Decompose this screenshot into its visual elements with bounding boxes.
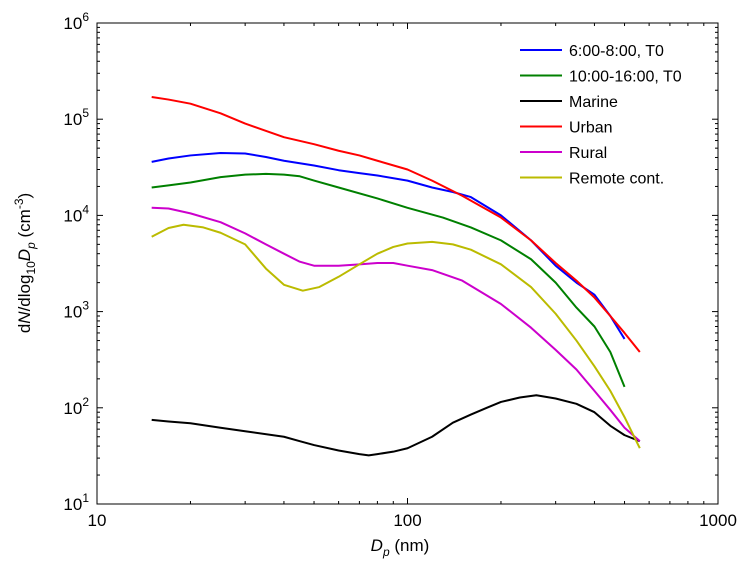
x-tick-label: 1000 [699, 511, 737, 530]
y-axis-label-log-base: 10 [24, 261, 38, 275]
x-tick-label: 10 [88, 511, 107, 530]
y-tick-label: 102 [63, 395, 89, 418]
x-axis-label: Dp (nm) [371, 536, 430, 559]
legend-label-3: Urban [569, 120, 613, 137]
y-tick-label: 106 [63, 10, 89, 33]
y-axis-label-dp: D [15, 249, 34, 261]
x-axis-label-subscript: p [382, 545, 390, 559]
y-axis-label-unit-exp: -3 [12, 198, 26, 209]
y-axis-label-unit-close: ) [15, 193, 34, 199]
legend-label-0: 6:00-8:00, T0 [569, 43, 664, 60]
y-axis-label-unit-open: (cm [15, 209, 34, 242]
y-tick-label: 105 [63, 106, 89, 129]
series-line-5 [151, 223, 641, 449]
y-axis-label-dp-sub: p [24, 242, 38, 250]
legend-label-4: Rural [569, 145, 607, 162]
y-axis-label-n: N [15, 311, 34, 324]
y-tick-label: 101 [63, 491, 89, 514]
series-layer [151, 96, 641, 457]
legend: 6:00-8:00, T0 10:00-16:00, T0 Marine Urban R… [506, 34, 710, 198]
legend-label-5: Remote cont. [569, 171, 664, 188]
legend-label-2: Marine [569, 94, 618, 111]
series-line-2 [151, 394, 641, 457]
series-line-3 [151, 96, 641, 353]
y-axis-label-dlog: /dlog [15, 275, 34, 312]
y-tick-label: 104 [63, 202, 89, 225]
series-line-1 [151, 172, 626, 388]
x-axis-label-unit: (nm) [390, 536, 430, 555]
y-tick-label: 103 [63, 299, 89, 322]
y-axis-label-d: d [15, 324, 34, 333]
series-line-4 [151, 206, 641, 442]
y-axis-label: dN/dlog10Dp (cm-3) [12, 193, 38, 333]
plot-frame [96, 22, 719, 505]
legend-box [506, 34, 710, 198]
x-tick-label: 100 [393, 511, 421, 530]
series-line-0 [151, 152, 626, 340]
legend-label-1: 10:00-16:00, T0 [569, 69, 682, 86]
x-axis-label-symbol: D [371, 536, 383, 555]
